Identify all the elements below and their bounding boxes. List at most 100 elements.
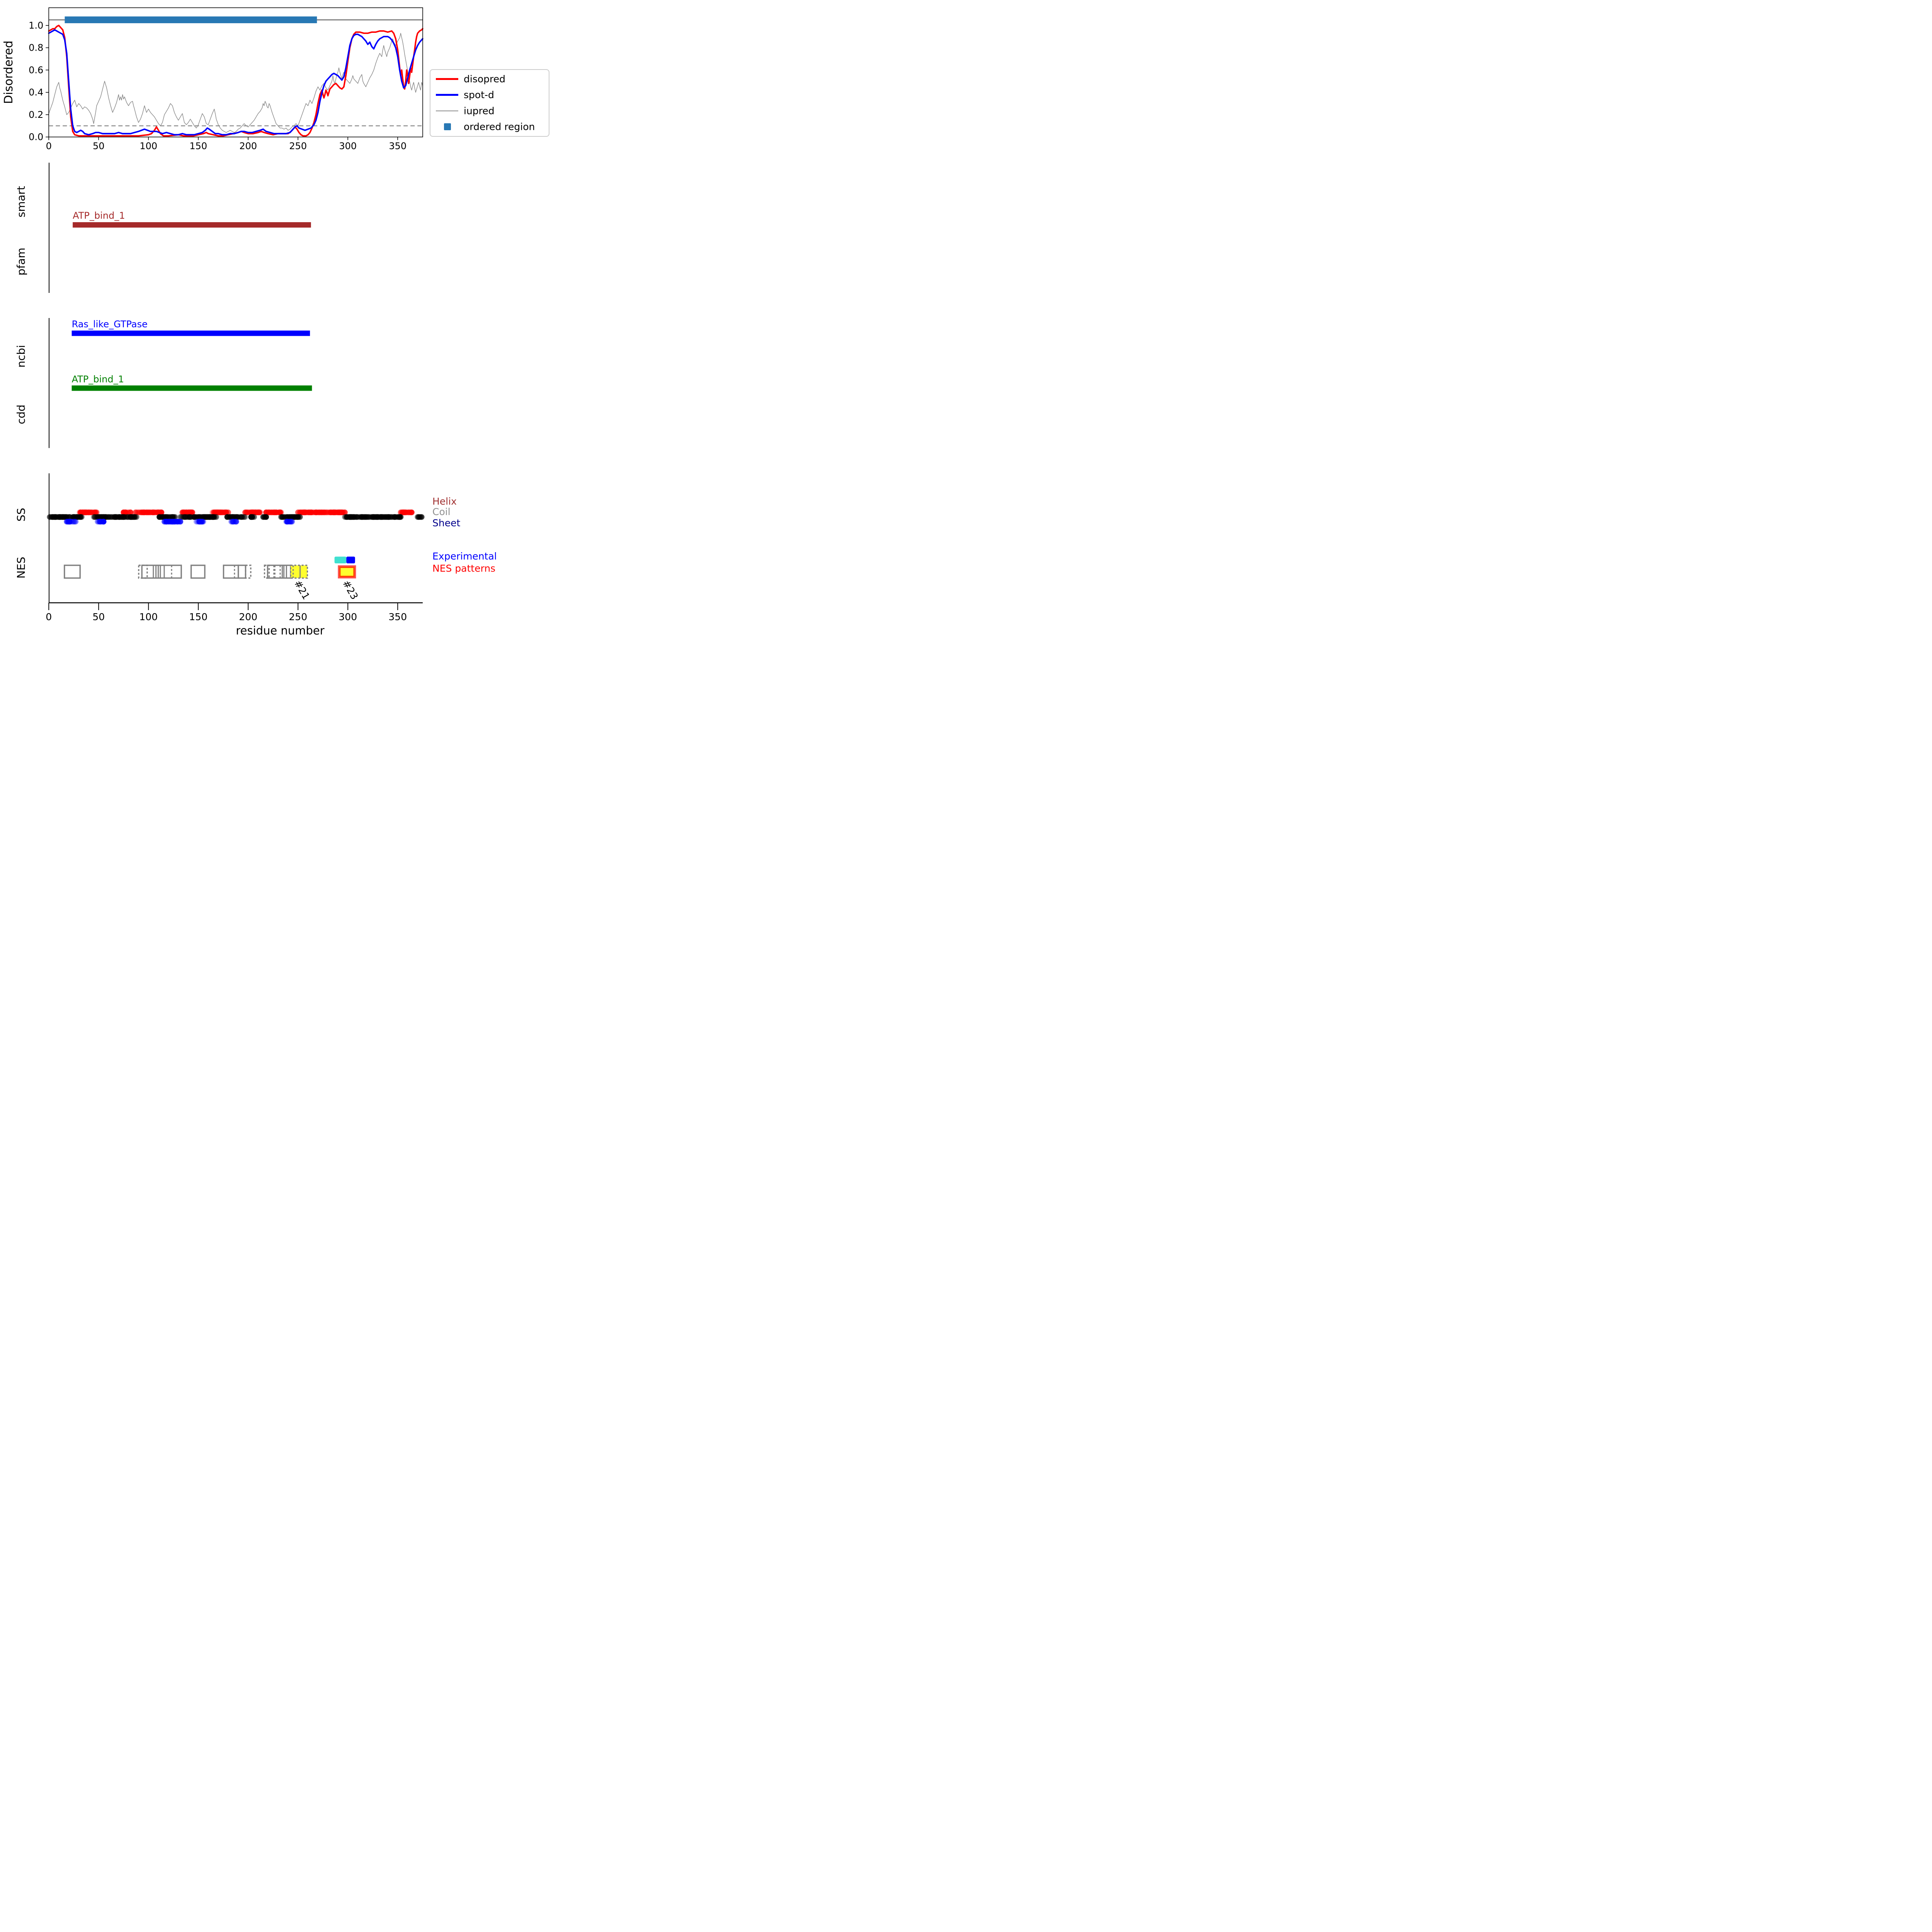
ss-dot [124, 509, 129, 515]
pfam-row-label: pfam [15, 248, 27, 276]
ss-dot [309, 509, 315, 515]
annotation-21: #21 [292, 578, 312, 602]
ss-dot [280, 514, 286, 520]
side-legend-coil: Coil [432, 506, 451, 517]
nes-pattern-box-fill [340, 568, 354, 576]
ss-dot [158, 509, 165, 515]
ss-dot [409, 509, 415, 515]
ss-dot [73, 519, 79, 525]
ncbi-row-label: ncbi [15, 345, 27, 368]
ss-dot [257, 509, 263, 515]
ss-dot [94, 509, 100, 515]
y-tick-label: 0.8 [29, 43, 43, 53]
x-tick-label: 300 [339, 141, 357, 151]
legend-label: disopred [464, 73, 505, 85]
domain-label-ATP_bind_1: ATP_bind_1 [72, 374, 124, 385]
ss-dot [133, 514, 139, 520]
iupred-line [48, 33, 423, 133]
disorder-panel: 0.0 0.2 0.4 0.6 0.8 1.0 0 50 100 150 200 250 300 350 D… [2, 7, 549, 151]
ss-dot [133, 509, 139, 515]
ss-dot [213, 514, 219, 520]
ss-dot [71, 519, 78, 525]
residue-tick-label: 0 [46, 611, 52, 622]
legend-label: ordered region [464, 121, 535, 133]
spot-d-line [48, 29, 423, 136]
y-tick-label: 0.6 [29, 65, 43, 75]
residue-tick-label: 50 [92, 611, 105, 622]
ss-dot [241, 514, 247, 520]
cdd-row-label: cdd [15, 405, 27, 424]
x-tick-label: 250 [289, 141, 307, 151]
nes-box [223, 565, 239, 579]
figure-page: 0.0 0.2 0.4 0.6 0.8 1.0 0 50 100 150 200 250 300 350 D… [0, 0, 556, 646]
ss-dot [355, 514, 361, 520]
ss-dot [278, 509, 284, 515]
ss-dot [342, 509, 348, 515]
nes-box [264, 565, 270, 579]
ss-dot [354, 514, 360, 520]
disorder-plot-frame [48, 7, 423, 138]
ss-dot [242, 514, 248, 520]
domain-label-Ras_like_GTPase: Ras_like_GTPase [72, 319, 148, 330]
ss-dot [70, 519, 76, 525]
disorder-legend: disopred spot-d iupred ordered region [430, 69, 549, 137]
residue-tick-label: 350 [388, 611, 407, 622]
ss-dot [244, 509, 250, 515]
x-tick-label: 50 [93, 141, 105, 151]
ss-dot [233, 519, 239, 525]
ss-dot [133, 509, 139, 515]
annotation-23: #23 [340, 578, 360, 602]
residue-tick-label: 300 [338, 611, 357, 622]
nes-box [64, 565, 81, 579]
ss-dot [263, 514, 269, 520]
ss-dot [187, 514, 193, 520]
side-legend-sheet: Sheet [432, 517, 460, 529]
residue-tick-label: 100 [139, 611, 158, 622]
experimental-bar-cyan [334, 556, 347, 563]
nes-box [267, 565, 291, 579]
ss-dot [71, 519, 77, 525]
smart-row-label: smart [15, 186, 27, 218]
residue-tick-label: 250 [289, 611, 307, 622]
ss-dot [239, 514, 245, 520]
ss-dot [67, 519, 73, 525]
residue-tick-label: 150 [189, 611, 207, 622]
nes-box [190, 565, 206, 579]
disordered-axis-label: Disordered [2, 41, 15, 104]
ss-dot [297, 514, 303, 520]
ss-dot [171, 514, 177, 520]
ss-row-label: SS [15, 508, 27, 522]
ss-dot [177, 514, 184, 520]
ss-dot [100, 519, 107, 525]
y-tick-label: 0.0 [29, 132, 43, 143]
ss-sheet-dots [64, 519, 295, 525]
ordered-region-bar [65, 16, 317, 24]
ss-dot [122, 509, 129, 515]
y-tick-label: 1.0 [29, 20, 43, 31]
ss-dot [225, 509, 231, 515]
ss-dot [134, 509, 141, 515]
legend-label: iupred [464, 105, 495, 117]
residue-axis-label: residue number [236, 624, 324, 637]
domain-label-ATP_bind_1: ATP_bind_1 [73, 210, 125, 221]
nes-box [238, 565, 247, 579]
side-legend-experimental: Experimental [432, 551, 497, 562]
residue-tick-label: 200 [239, 611, 257, 622]
y-tick-label: 0.4 [29, 87, 43, 98]
ss-dot [172, 514, 179, 520]
legend-label: spot-d [464, 89, 494, 100]
ss-dot [69, 519, 75, 525]
x-tick-label: 200 [239, 141, 257, 151]
ss-dot [79, 514, 85, 520]
domain-bar-Ras_like_GTPase [71, 330, 310, 336]
nes-box [138, 565, 148, 579]
ss-dot [398, 514, 404, 520]
ss-dot [240, 514, 246, 520]
nes-box [245, 565, 252, 579]
side-legend-helix: Helix [432, 496, 457, 507]
ss-dot [68, 519, 74, 525]
ss-dot [131, 514, 138, 520]
ss-dot [182, 514, 189, 520]
protein-disorder-figure: 0.0 0.2 0.4 0.6 0.8 1.0 0 50 100 150 200 250 300 350 D… [2, 7, 549, 637]
ss-dot [418, 514, 425, 520]
